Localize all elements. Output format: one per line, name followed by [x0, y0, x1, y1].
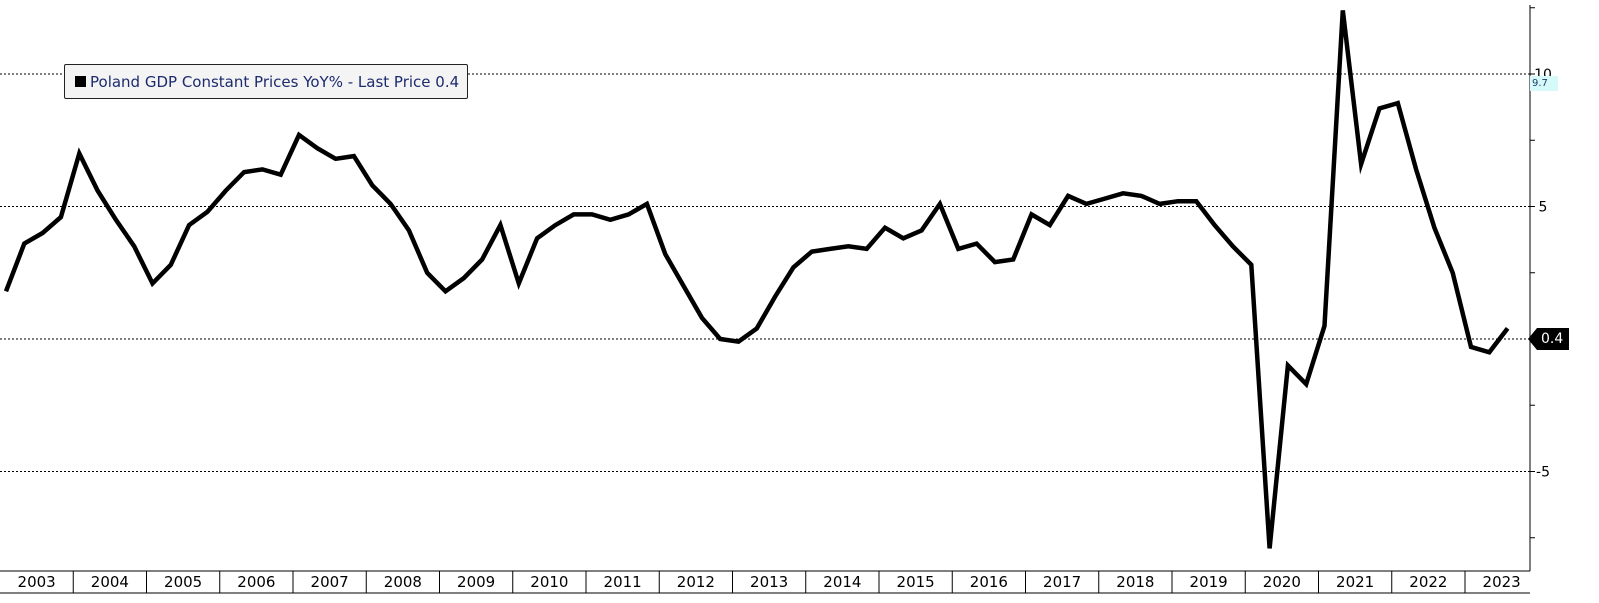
x-tick-label: 2021 — [1336, 573, 1374, 591]
x-tick-label: 2020 — [1263, 573, 1301, 591]
x-tick-label: 2019 — [1190, 573, 1228, 591]
x-tick-label: 2018 — [1116, 573, 1154, 591]
x-tick-label: 2004 — [91, 573, 129, 591]
x-tick-label: 2014 — [823, 573, 861, 591]
y-tick-label: -5 — [1536, 465, 1550, 481]
x-tick-label: 2013 — [750, 573, 788, 591]
x-tick-label: 2023 — [1483, 573, 1521, 591]
secondary-value-tag: 9.7 — [1530, 76, 1558, 91]
x-tick-label: 2009 — [457, 573, 495, 591]
x-tick-label: 2006 — [237, 573, 275, 591]
legend-label: Poland GDP Constant Prices YoY% - Last P… — [90, 72, 460, 91]
x-tick-label: 2010 — [530, 573, 568, 591]
y-tick-label: 5 — [1539, 200, 1548, 216]
legend: Poland GDP Constant Prices YoY% - Last P… — [64, 64, 469, 99]
legend-swatch — [75, 76, 86, 87]
x-tick-label: 2011 — [604, 573, 642, 591]
x-tick-label: 2015 — [897, 573, 935, 591]
x-axis: 2003 2004 2005 2006 2007 2008 2009 2010 2011 2012… — [0, 570, 1530, 594]
x-tick-label: 2003 — [18, 573, 56, 591]
series-layer — [3, 10, 1510, 549]
x-tick-label: 2022 — [1409, 573, 1447, 591]
x-tick-label: 2016 — [970, 573, 1008, 591]
x-tick-label: 2017 — [1043, 573, 1081, 591]
x-tick-label: 2012 — [677, 573, 715, 591]
last-price-tag: 0.4 — [1527, 328, 1570, 350]
x-tick-label: 2005 — [164, 573, 202, 591]
grid-lines — [0, 73, 1530, 472]
x-tick-label: 2007 — [311, 573, 349, 591]
x-tick-label: 2008 — [384, 573, 422, 591]
